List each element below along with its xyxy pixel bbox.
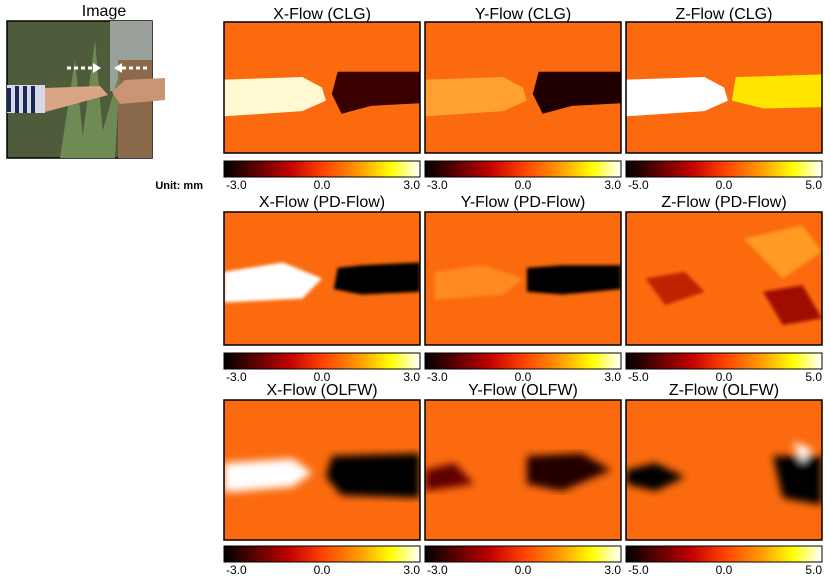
colorbar — [625, 352, 823, 370]
flow-region — [526, 453, 612, 491]
flow-region — [434, 265, 523, 300]
panel-title: Z-Flow (OLFW) — [669, 382, 779, 399]
panel-title: X-Flow (OLFW) — [266, 382, 377, 399]
colorbar — [424, 352, 622, 370]
panel-border — [223, 399, 421, 541]
flow-region — [526, 265, 621, 295]
panel-title: Z-Flow (CLG) — [676, 6, 773, 23]
photo — [6, 20, 165, 159]
panel-border — [625, 399, 823, 541]
flow-region — [792, 442, 813, 463]
colorbar-tick-label: 3.0 — [403, 370, 420, 384]
colorbar-tick-label: 0.0 — [515, 178, 532, 192]
flow-regions — [425, 71, 621, 117]
flow-region — [425, 77, 527, 117]
flow-region — [224, 262, 322, 303]
flow-region — [224, 77, 326, 117]
colorbar-tick-label: 0.0 — [314, 370, 331, 384]
flow-map — [223, 399, 421, 541]
flow-map — [223, 211, 421, 346]
flow-map — [424, 21, 622, 154]
colorbar-tick-label: 0.0 — [716, 178, 733, 192]
flow-regions — [626, 74, 822, 117]
colorbar — [625, 545, 823, 563]
panel-border — [223, 211, 421, 346]
panel-border — [424, 399, 622, 541]
flow-region — [731, 74, 822, 109]
panel-border — [424, 21, 622, 154]
flow-region — [425, 463, 474, 491]
colorbar-tick-label: 3.0 — [604, 178, 621, 192]
colorbar-tick-label: 5.0 — [805, 563, 822, 577]
flow-regions — [224, 453, 420, 498]
flow-regions — [224, 262, 420, 303]
colorbar-tick-label: -3.0 — [427, 563, 448, 577]
colorbar-tick-label: 0.0 — [515, 370, 532, 384]
colorbar — [424, 160, 622, 178]
flow-region — [325, 453, 420, 498]
flow-region — [626, 77, 728, 117]
flow-map — [625, 211, 823, 346]
colorbar-tick-label: -3.0 — [427, 178, 448, 192]
unit-label: Unit: mm — [155, 180, 203, 192]
flow-map — [424, 211, 622, 346]
flow-region — [743, 225, 822, 279]
colorbar-tick-label: 5.0 — [805, 370, 822, 384]
flow-region — [626, 463, 685, 491]
colorbar-tick-label: 0.0 — [515, 563, 532, 577]
colorbar — [223, 545, 421, 563]
colorbar-tick-label: -3.0 — [226, 563, 247, 577]
panel-border — [223, 21, 421, 154]
flow-map — [625, 399, 823, 541]
colorbar — [625, 160, 823, 178]
flow-region — [333, 262, 420, 295]
colorbar-tick-label: 3.0 — [604, 563, 621, 577]
colorbar-tick-label: -3.0 — [226, 370, 247, 384]
colorbar-tick-label: 0.0 — [716, 370, 733, 384]
flow-region — [224, 458, 313, 493]
flow-region — [645, 271, 705, 306]
colorbar-tick-label: 0.0 — [314, 563, 331, 577]
colorbar — [223, 352, 421, 370]
colorbar-tick-label: -3.0 — [427, 370, 448, 384]
flow-region — [532, 71, 621, 114]
colorbar-tick-label: -5.0 — [628, 563, 649, 577]
flow-region — [331, 71, 420, 114]
panel-border — [424, 211, 622, 346]
colorbar-tick-label: 3.0 — [604, 370, 621, 384]
colorbar-tick-label: 5.0 — [805, 178, 822, 192]
colorbar-tick-label: 3.0 — [403, 178, 420, 192]
panel-border — [625, 211, 823, 346]
flow-map — [424, 399, 622, 541]
colorbar — [223, 160, 421, 178]
panel-title: X-Flow (PD-Flow) — [259, 194, 385, 211]
colorbar-tick-label: 0.0 — [314, 178, 331, 192]
image-title: Image — [82, 3, 127, 20]
colorbar-tick-label: -5.0 — [628, 178, 649, 192]
colorbar-tick-label: -3.0 — [226, 178, 247, 192]
colorbar-tick-label: 3.0 — [403, 563, 420, 577]
panel-title: X-Flow (CLG) — [273, 6, 371, 23]
colorbar — [424, 545, 622, 563]
flow-map — [625, 21, 823, 154]
panel-title: Y-Flow (OLFW) — [468, 382, 578, 399]
flow-region — [773, 456, 822, 505]
flow-regions — [626, 442, 822, 505]
flow-regions — [425, 453, 612, 491]
flow-regions — [224, 71, 420, 117]
flow-map — [223, 21, 421, 154]
colorbar-tick-label: -5.0 — [628, 370, 649, 384]
flow-regions — [434, 265, 621, 300]
panel-title: Z-Flow (PD-Flow) — [661, 194, 786, 211]
panel-title: Y-Flow (CLG) — [475, 6, 571, 23]
flow-region — [763, 285, 822, 326]
colorbar-tick-label: 0.0 — [716, 563, 733, 577]
flow-regions — [645, 225, 822, 326]
panel-border — [625, 21, 823, 154]
panel-title: Y-Flow (PD-Flow) — [461, 194, 586, 211]
